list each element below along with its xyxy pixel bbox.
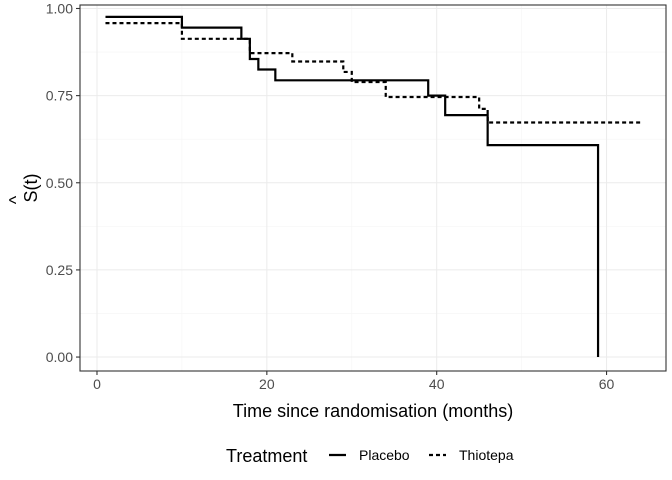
panel-border — [79, 4, 667, 372]
major-gridlines — [80, 5, 666, 371]
y-tick-label: 1.00 — [46, 0, 73, 16]
y-tick-label: 0.50 — [46, 175, 73, 191]
series-line-placebo — [105, 15, 600, 358]
legend: Treatment Placebo Thiotepa — [226, 446, 514, 466]
series-line-thiotepa — [105, 22, 641, 124]
x-axis-ticks: 0 20 40 60 — [93, 371, 615, 392]
series-group — [105, 15, 641, 358]
y-axis-ticks: 0.00 0.25 0.50 0.75 1.00 — [46, 0, 80, 365]
x-tick-label: 40 — [429, 376, 445, 392]
y-axis-title-hat: ^ — [6, 195, 26, 204]
y-tick-label: 0.75 — [46, 88, 73, 104]
x-tick-label: 20 — [259, 376, 275, 392]
legend-label-placebo: Placebo — [359, 447, 410, 463]
legend-label-thiotepa: Thiotepa — [459, 447, 514, 463]
y-tick-label: 0.00 — [46, 349, 73, 365]
x-tick-label: 0 — [93, 376, 101, 392]
panel-background — [80, 5, 666, 371]
x-tick-label: 60 — [599, 376, 615, 392]
y-tick-label: 0.25 — [46, 262, 73, 278]
y-axis-title: S(t) — [21, 174, 41, 203]
legend-title: Treatment — [226, 446, 307, 466]
minor-gridlines — [80, 5, 666, 371]
y-axis-title-group: S(t) ^ — [6, 174, 41, 205]
x-axis-title: Time since randomisation (months) — [233, 401, 513, 421]
